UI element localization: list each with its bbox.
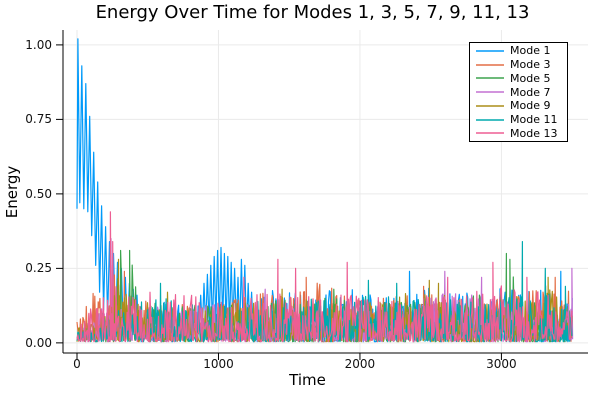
y-tick-label: 1.00 xyxy=(25,37,52,52)
legend-entry: Mode 13 xyxy=(475,127,567,139)
legend-entry-label: Mode 7 xyxy=(510,85,551,99)
legend-line-swatch xyxy=(476,132,504,135)
legend-entry: Mode 3 xyxy=(475,59,567,71)
legend: Mode 1 Mode 3 Mode 5 Mode 7 Mode 9 Mode 11 Mod… xyxy=(469,42,568,142)
legend-entry-label: Mode 13 xyxy=(510,126,558,140)
y-tick-label: 0.75 xyxy=(25,112,52,127)
x-tick-label: 0 xyxy=(73,357,81,371)
legend-entry: Mode 1 xyxy=(475,45,567,57)
legend-line-swatch xyxy=(476,77,504,80)
legend-line-swatch xyxy=(476,104,504,107)
legend-entry: Mode 11 xyxy=(475,114,567,126)
legend-entry: Mode 7 xyxy=(475,86,567,98)
x-axis-label: Time xyxy=(289,371,326,389)
y-tick-label: 0.00 xyxy=(25,335,52,350)
chart-title: Energy Over Time for Modes 1, 3, 5, 7, 9… xyxy=(95,2,530,23)
x-tick-label: 1000 xyxy=(203,357,234,371)
legend-entry-label: Mode 5 xyxy=(510,71,551,85)
legend-entry-label: Mode 3 xyxy=(510,58,551,71)
legend-line-swatch xyxy=(476,91,504,93)
legend-entry: Mode 5 xyxy=(475,72,567,84)
legend-entry-label: Mode 9 xyxy=(510,99,551,113)
legend-line-swatch xyxy=(476,63,504,66)
y-tick-label: 0.25 xyxy=(25,261,52,276)
y-tick-label: 0.50 xyxy=(25,186,52,201)
legend-entry-label: Mode 1 xyxy=(510,44,551,58)
legend-entry-label: Mode 11 xyxy=(510,113,558,126)
series-line-mode-13 xyxy=(76,211,573,343)
legend-line-swatch xyxy=(476,118,504,121)
x-tick-label: 2000 xyxy=(344,357,376,371)
x-tick-label: 3000 xyxy=(486,357,517,371)
legend-line-swatch xyxy=(476,49,504,52)
legend-entry: Mode 9 xyxy=(475,100,567,112)
series-line-mode-11 xyxy=(76,241,573,343)
